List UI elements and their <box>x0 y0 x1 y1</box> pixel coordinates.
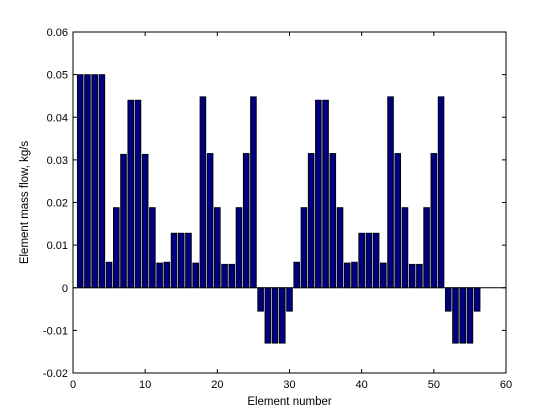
bar-element-36 <box>329 153 337 289</box>
bars-group <box>76 74 481 344</box>
x-tick-label: 30 <box>283 379 295 391</box>
bar-element-55 <box>466 287 474 344</box>
bar-element-35 <box>322 99 329 289</box>
bar-element-10 <box>141 153 149 289</box>
bar-element-53 <box>452 287 459 344</box>
bar-element-49 <box>423 207 430 289</box>
y-tick-label: 0.01 <box>47 240 68 252</box>
y-tick-label: 0.03 <box>47 155 68 167</box>
bar-element-19 <box>206 153 214 289</box>
y-tick-label: 0 <box>62 283 68 295</box>
bar-element-4 <box>98 74 106 289</box>
x-tick-label: 40 <box>356 379 368 391</box>
bar-element-25 <box>250 96 257 289</box>
bar-element-38 <box>343 262 351 289</box>
bar-element-3 <box>91 74 98 289</box>
y-axis-ticks: -0.02 -0.01 0 0.01 0.02 0.03 0.04 0.05 0.06 <box>43 27 506 380</box>
bar-element-5 <box>105 261 113 289</box>
bar-element-16 <box>185 232 192 289</box>
bar-element-27 <box>264 287 272 344</box>
y-tick-label: 0.04 <box>47 112 68 124</box>
bar-element-9 <box>134 99 142 289</box>
bar-element-33 <box>307 153 315 289</box>
bar-element-15 <box>177 232 185 289</box>
bar-element-21 <box>221 263 228 289</box>
bar-element-17 <box>192 262 199 289</box>
bar-element-6 <box>113 207 120 289</box>
bar-element-54 <box>459 287 466 344</box>
x-axis-label: Element number <box>247 396 332 408</box>
x-tick-label: 10 <box>139 379 151 391</box>
y-tick-label: -0.02 <box>43 368 68 380</box>
bar-element-14 <box>170 232 178 289</box>
bar-element-56 <box>473 287 481 312</box>
bar-element-23 <box>235 207 243 289</box>
x-tick-label: 0 <box>70 379 76 391</box>
bar-element-2 <box>84 74 91 289</box>
bar-element-52 <box>444 287 452 312</box>
bar-element-8 <box>127 99 135 289</box>
bar-element-50 <box>430 153 438 289</box>
y-tick-label: 0.05 <box>47 70 68 82</box>
y-tick-label: 0.06 <box>47 27 68 39</box>
bar-element-32 <box>300 207 308 289</box>
bar-element-43 <box>380 262 387 289</box>
x-tick-label: 60 <box>500 379 512 391</box>
bar-element-39 <box>351 261 358 289</box>
bar-element-42 <box>372 232 380 289</box>
y-tick-label: -0.01 <box>43 325 68 337</box>
bar-element-48 <box>416 263 423 289</box>
bar-element-26 <box>257 287 264 312</box>
bar-element-31 <box>293 261 301 289</box>
bar-element-45 <box>394 153 402 289</box>
y-axis-label: Element mass flow, kg/s <box>19 141 31 265</box>
bar-element-13 <box>163 261 171 289</box>
bar-element-40 <box>358 232 365 289</box>
bar-element-37 <box>336 207 344 289</box>
bar-element-46 <box>401 207 409 289</box>
bar-element-1 <box>76 74 84 289</box>
bar-element-7 <box>120 153 127 289</box>
x-tick-label: 50 <box>428 379 440 391</box>
bar-element-44 <box>387 96 394 289</box>
bar-element-12 <box>156 262 163 289</box>
bar-element-24 <box>242 153 250 289</box>
bar-element-51 <box>437 96 445 289</box>
bar-element-30 <box>286 287 293 312</box>
bar-element-34 <box>315 99 322 289</box>
bar-element-47 <box>408 263 416 289</box>
bar-element-41 <box>365 232 373 289</box>
x-tick-label: 20 <box>211 379 223 391</box>
bar-element-18 <box>199 96 207 289</box>
y-tick-label: 0.02 <box>47 198 68 210</box>
bar-element-20 <box>214 207 221 289</box>
bar-element-29 <box>278 287 286 344</box>
bar-element-28 <box>271 287 279 344</box>
bar-element-22 <box>228 263 236 289</box>
bar-element-11 <box>149 207 156 289</box>
x-axis-ticks: 0 10 20 30 40 50 60 <box>70 32 512 391</box>
